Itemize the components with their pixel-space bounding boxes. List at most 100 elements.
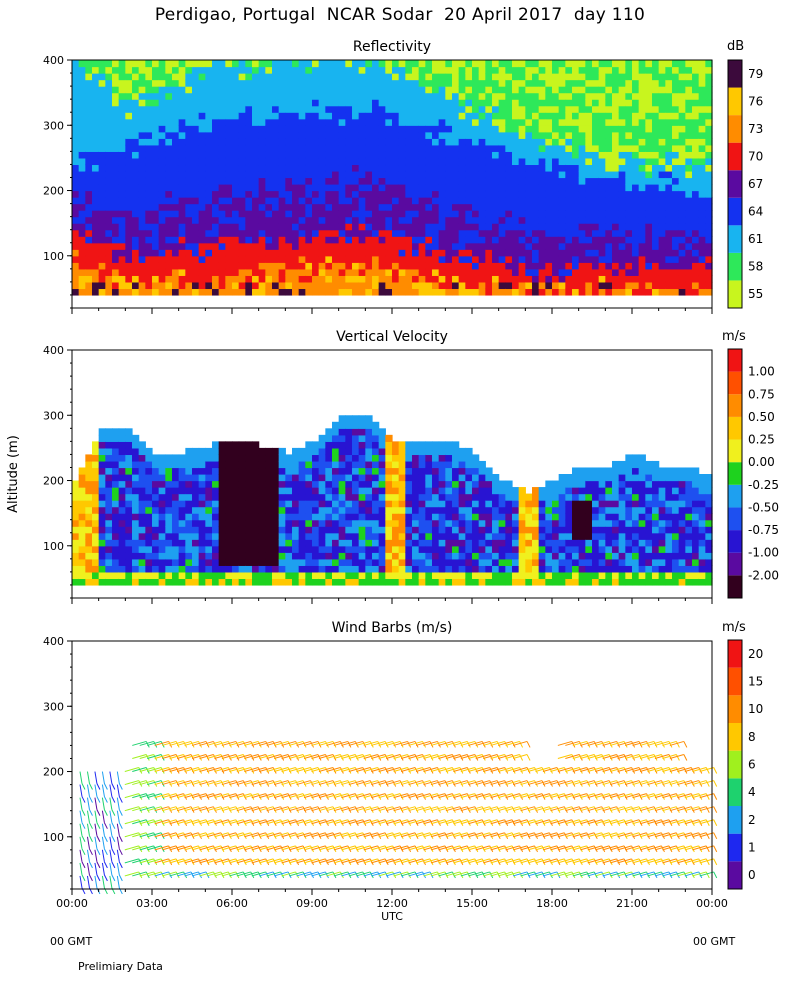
reflectivity-cell: [332, 138, 340, 146]
reflectivity-cell: [705, 66, 713, 74]
reflectivity-cell: [192, 86, 200, 94]
reflectivity-cell: [472, 60, 480, 68]
vertical-velocity-cell: [232, 454, 240, 462]
reflectivity-cell: [492, 236, 500, 244]
reflectivity-cell: [358, 275, 366, 283]
reflectivity-cell: [552, 229, 560, 237]
reflectivity-cell: [485, 236, 493, 244]
vertical-velocity-cell: [378, 545, 386, 553]
reflectivity-cell: [165, 229, 173, 237]
colorbar-unit-wind-barbs: m/s: [722, 620, 746, 635]
reflectivity-cell: [452, 92, 460, 100]
reflectivity-cell: [525, 268, 533, 276]
reflectivity-cell: [72, 249, 80, 257]
reflectivity-cell: [652, 105, 660, 113]
reflectivity-cell: [398, 203, 406, 211]
vertical-velocity-cell: [98, 441, 106, 449]
reflectivity-cell: [192, 203, 200, 211]
reflectivity-cell: [172, 249, 180, 257]
reflectivity-cell: [525, 262, 533, 270]
reflectivity-cell: [232, 249, 240, 257]
vertical-velocity-cell: [118, 454, 126, 462]
reflectivity-cell: [592, 288, 600, 296]
vertical-velocity-cell: [345, 474, 353, 482]
reflectivity-cell: [318, 203, 326, 211]
reflectivity-cell: [452, 151, 460, 159]
reflectivity-cell: [265, 184, 273, 192]
vertical-velocity-cell: [172, 519, 180, 527]
reflectivity-cell: [705, 203, 713, 211]
reflectivity-cell: [92, 170, 100, 179]
reflectivity-cell: [318, 157, 326, 166]
reflectivity-cell: [345, 197, 353, 205]
vertical-velocity-cell: [425, 493, 433, 501]
reflectivity-cell: [625, 288, 633, 296]
vertical-velocity-cell: [412, 565, 420, 573]
reflectivity-cell: [378, 131, 386, 139]
vertical-velocity-cell: [158, 493, 166, 501]
vertical-velocity-cell: [192, 519, 200, 527]
reflectivity-cell: [218, 177, 226, 185]
reflectivity-cell: [485, 92, 493, 100]
reflectivity-cell: [472, 66, 480, 74]
reflectivity-cell: [105, 144, 113, 152]
reflectivity-cell: [458, 229, 466, 237]
reflectivity-cell: [418, 92, 426, 100]
reflectivity-cell: [158, 144, 166, 152]
reflectivity-cell: [652, 275, 660, 283]
vertical-velocity-cell: [338, 578, 346, 586]
reflectivity-cell: [112, 177, 120, 185]
vertical-velocity-cell: [285, 493, 293, 501]
reflectivity-cell: [492, 255, 500, 263]
reflectivity-cell: [325, 223, 333, 231]
vertical-velocity-cell: [292, 460, 300, 469]
vertical-velocity-cell: [445, 578, 453, 586]
reflectivity-cell: [452, 223, 460, 231]
reflectivity-cell: [345, 86, 353, 94]
reflectivity-cell: [512, 99, 520, 107]
vertical-velocity-cell: [178, 493, 186, 501]
vertical-velocity-cell: [78, 506, 86, 514]
vertical-velocity-cell: [332, 493, 340, 501]
reflectivity-cell: [332, 164, 340, 172]
reflectivity-cell: [465, 99, 473, 107]
vertical-velocity-cell: [345, 500, 353, 508]
reflectivity-cell: [458, 268, 466, 276]
reflectivity-cell: [365, 236, 373, 244]
vertical-velocity-cell: [98, 539, 106, 547]
reflectivity-cell: [105, 281, 113, 290]
reflectivity-cell: [585, 66, 593, 74]
vertical-velocity-cell: [458, 454, 466, 462]
vertical-velocity-cell: [418, 460, 426, 469]
reflectivity-cell: [405, 275, 413, 283]
reflectivity-cell: [105, 66, 113, 74]
vertical-velocity-cell: [125, 467, 133, 475]
reflectivity-cell: [385, 60, 393, 68]
reflectivity-cell: [645, 92, 653, 100]
reflectivity-cell: [325, 184, 333, 192]
reflectivity-cell: [445, 275, 453, 283]
reflectivity-cell: [692, 242, 700, 250]
reflectivity-cell: [445, 262, 453, 270]
vertical-velocity-cell: [358, 545, 366, 553]
vertical-velocity-cell: [465, 552, 473, 560]
reflectivity-cell: [658, 223, 666, 231]
reflectivity-cell: [125, 112, 133, 120]
reflectivity-cell: [538, 210, 546, 218]
reflectivity-cell: [692, 86, 700, 94]
vertical-velocity-cell: [485, 480, 493, 488]
reflectivity-cell: [125, 125, 133, 133]
reflectivity-cell: [532, 151, 540, 159]
reflectivity-cell: [138, 131, 146, 139]
reflectivity-cell: [332, 144, 340, 152]
vertical-velocity-cell: [352, 552, 360, 560]
reflectivity-cell: [172, 177, 180, 185]
reflectivity-cell: [338, 242, 346, 250]
vertical-velocity-cell: [378, 558, 386, 566]
reflectivity-cell: [665, 236, 673, 244]
reflectivity-cell: [185, 131, 193, 139]
reflectivity-cell: [678, 138, 686, 146]
reflectivity-cell: [692, 164, 700, 172]
reflectivity-cell: [158, 236, 166, 244]
reflectivity-cell: [312, 86, 320, 94]
